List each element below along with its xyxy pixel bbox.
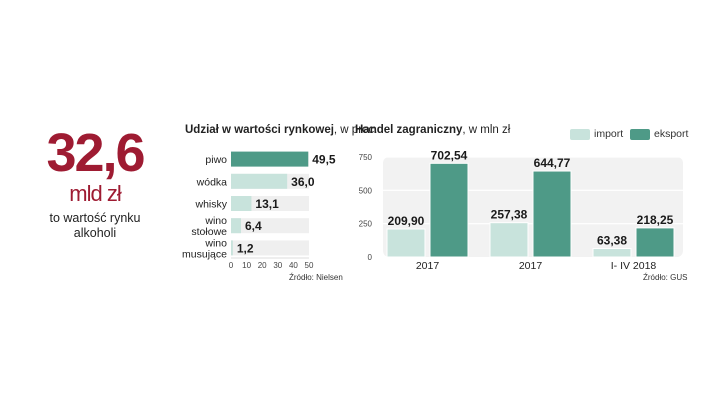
bar-value-label: 49,5 (312, 153, 336, 167)
legend-import-swatch (570, 128, 590, 140)
x-tick-label: 0 (229, 261, 234, 270)
bar (386, 228, 426, 258)
bar (231, 151, 309, 167)
bar (592, 248, 632, 258)
bar-value-label: 36,0 (291, 175, 315, 189)
kpi-description-line: to wartość rynku (49, 211, 141, 225)
bar-value-label: 6,4 (245, 219, 262, 233)
y-tick-label: 500 (359, 186, 373, 195)
market-share-title-bold: Udział w wartości rynkowej (185, 124, 334, 136)
bar-value-label: 13,1 (255, 197, 279, 211)
category-label: piwo (205, 154, 227, 166)
market-share-source: Źródło: Nielsen (289, 273, 343, 282)
category-label: stołowe (191, 226, 227, 238)
category-label: musujące (182, 248, 227, 260)
bar (231, 218, 241, 234)
y-tick-label: 250 (359, 220, 373, 229)
category-label: wódka (196, 176, 228, 188)
kpi-description-line: alkoholi (73, 226, 117, 240)
bar (429, 162, 469, 258)
bar-value-label: 644,77 (534, 156, 571, 170)
bar (489, 222, 529, 258)
category-label: whisky (194, 199, 227, 211)
foreign-trade-source: Źródło: GUS (643, 273, 688, 282)
bar-track (231, 240, 309, 256)
bar-value-label: 63,38 (597, 234, 627, 248)
foreign-trade-chart-title: Handel zagraniczny, w mln zł (355, 124, 510, 136)
bar-value-label: 257,38 (491, 208, 528, 222)
market-share-title-unit: , w proc. (333, 124, 378, 136)
bar-value-label: 1,2 (237, 241, 254, 255)
bar (231, 173, 288, 189)
bar (231, 196, 252, 211)
legend-eksport-swatch (630, 128, 650, 140)
category-label: wino (204, 237, 227, 249)
bar-value-label: 702,54 (431, 148, 468, 162)
kpi-value: 32,6 (46, 123, 145, 183)
y-tick-label: 750 (359, 153, 373, 162)
bar-value-label: 218,25 (637, 213, 674, 227)
x-tick-label: 30 (273, 261, 282, 270)
bar-track (231, 218, 309, 234)
category-label: wino (204, 215, 227, 227)
x-tick-label: 10 (242, 261, 251, 270)
market-share-chart-title: Udział w wartości rynkowej, w proc. (185, 124, 377, 136)
kpi-unit: mld zł (69, 181, 121, 206)
x-tick-label: 40 (289, 261, 298, 270)
x-tick-label: 50 (305, 261, 314, 270)
x-tick-label: 20 (258, 261, 267, 270)
y-tick-label: 0 (368, 253, 373, 262)
bar (231, 240, 233, 256)
foreign-trade-title-unit: , w mln zł (462, 124, 511, 136)
foreign-trade-title-bold: Handel zagraniczny (355, 124, 463, 136)
x-category-label: 2017 (416, 260, 440, 272)
x-category-label: 2017 (519, 260, 543, 272)
legend-import: import (570, 127, 623, 141)
legend-eksport-label: eksport (654, 128, 689, 140)
bar (532, 170, 572, 258)
bar-value-label: 209,90 (388, 214, 425, 228)
bar (635, 227, 675, 258)
x-category-label: I- IV 2018 (611, 260, 657, 272)
kpi-block: 32,6 mld zł to wartość rynku alkoholi (20, 125, 170, 241)
kpi-description: to wartość rynku alkoholi (20, 211, 170, 241)
legend-import-label: import (594, 128, 624, 140)
legend-eksport: eksport (630, 127, 688, 141)
